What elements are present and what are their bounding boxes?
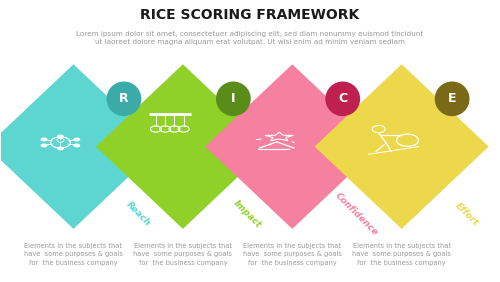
Text: Elements in the subjects that
have  some purposes & goals
for  the business comp: Elements in the subjects that have some … bbox=[243, 243, 342, 266]
Polygon shape bbox=[96, 64, 270, 229]
Circle shape bbox=[40, 138, 48, 142]
Text: Confidence: Confidence bbox=[334, 191, 380, 237]
Polygon shape bbox=[206, 64, 380, 229]
Text: Elements in the subjects that
have  some purposes & goals
for  the business comp: Elements in the subjects that have some … bbox=[134, 243, 232, 266]
Text: C: C bbox=[338, 92, 347, 105]
Ellipse shape bbox=[326, 81, 360, 116]
Polygon shape bbox=[314, 64, 488, 229]
Text: Elements in the subjects that
have  some purposes & goals
for  the business comp: Elements in the subjects that have some … bbox=[352, 243, 451, 266]
Text: Elements in the subjects that
have  some purposes & goals
for  the business comp: Elements in the subjects that have some … bbox=[24, 243, 123, 266]
Text: Impact: Impact bbox=[232, 199, 263, 230]
Ellipse shape bbox=[216, 81, 250, 116]
Text: I: I bbox=[231, 92, 235, 105]
Text: E: E bbox=[448, 92, 456, 105]
Circle shape bbox=[57, 146, 64, 150]
Circle shape bbox=[40, 144, 48, 147]
Circle shape bbox=[57, 135, 64, 138]
Text: R: R bbox=[119, 92, 129, 105]
Polygon shape bbox=[0, 64, 160, 229]
Circle shape bbox=[74, 138, 80, 142]
Ellipse shape bbox=[434, 81, 470, 116]
Text: Reach: Reach bbox=[124, 200, 152, 228]
Ellipse shape bbox=[106, 81, 142, 116]
Text: Effort: Effort bbox=[453, 201, 479, 227]
Circle shape bbox=[74, 144, 80, 147]
Text: RICE SCORING FRAMEWORK: RICE SCORING FRAMEWORK bbox=[140, 8, 360, 22]
Text: Lorem ipsum dolor sit amet, consectetuer adipiscing elit, sed diam nonummy euism: Lorem ipsum dolor sit amet, consectetuer… bbox=[76, 31, 424, 45]
